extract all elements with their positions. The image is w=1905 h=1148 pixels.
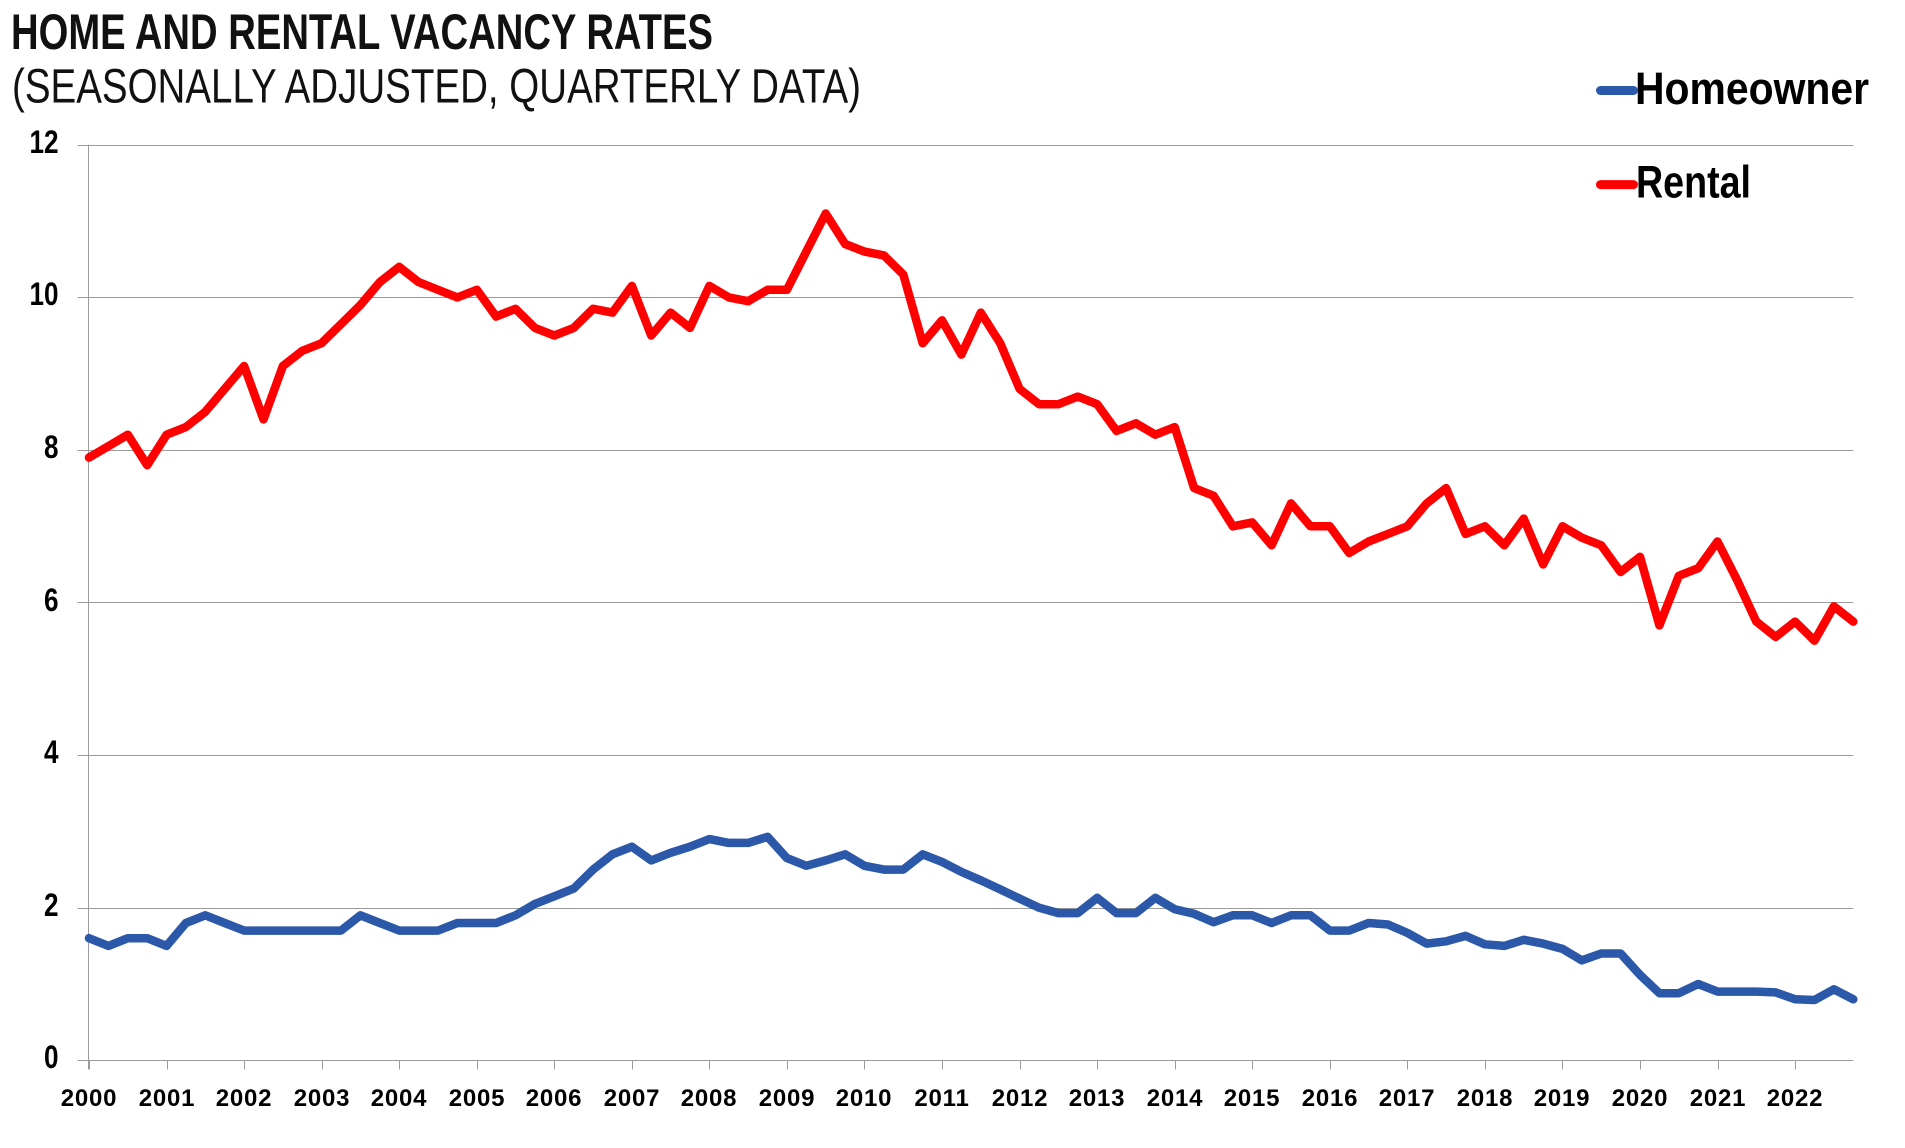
svg-text:6: 6 <box>44 582 59 618</box>
svg-text:2013: 2013 <box>1069 1085 1126 1112</box>
svg-text:HOME AND RENTAL VACANCY RATES: HOME AND RENTAL VACANCY RATES <box>11 4 713 60</box>
svg-text:2007: 2007 <box>604 1085 661 1112</box>
svg-text:4: 4 <box>44 734 59 770</box>
svg-text:10: 10 <box>30 276 59 312</box>
svg-text:2004: 2004 <box>371 1085 428 1112</box>
svg-text:2020: 2020 <box>1612 1085 1669 1112</box>
svg-text:2022: 2022 <box>1767 1085 1824 1112</box>
svg-text:2019: 2019 <box>1534 1085 1591 1112</box>
svg-text:2009: 2009 <box>759 1085 816 1112</box>
svg-text:Homeowner: Homeowner <box>1635 63 1869 114</box>
svg-text:2001: 2001 <box>139 1085 196 1112</box>
svg-text:2018: 2018 <box>1457 1085 1514 1112</box>
svg-text:0: 0 <box>44 1039 59 1075</box>
svg-text:2002: 2002 <box>216 1085 273 1112</box>
svg-text:2010: 2010 <box>836 1085 893 1112</box>
svg-text:2003: 2003 <box>294 1085 351 1112</box>
svg-text:2012: 2012 <box>992 1085 1049 1112</box>
svg-text:2021: 2021 <box>1690 1085 1747 1112</box>
svg-text:2000: 2000 <box>61 1085 118 1112</box>
svg-text:8: 8 <box>44 429 59 465</box>
svg-text:2014: 2014 <box>1147 1085 1204 1112</box>
svg-text:2005: 2005 <box>449 1085 506 1112</box>
svg-text:12: 12 <box>30 124 59 160</box>
svg-text:2006: 2006 <box>526 1085 583 1112</box>
svg-text:2011: 2011 <box>914 1085 969 1112</box>
svg-text:(SEASONALLY ADJUSTED, QUARTERL: (SEASONALLY ADJUSTED, QUARTERLY DATA) <box>12 61 861 114</box>
svg-text:2017: 2017 <box>1379 1085 1436 1112</box>
svg-text:2016: 2016 <box>1302 1085 1359 1112</box>
svg-text:Rental: Rental <box>1636 157 1751 208</box>
svg-text:2008: 2008 <box>681 1085 738 1112</box>
svg-text:2015: 2015 <box>1224 1085 1281 1112</box>
svg-text:2: 2 <box>44 887 59 923</box>
